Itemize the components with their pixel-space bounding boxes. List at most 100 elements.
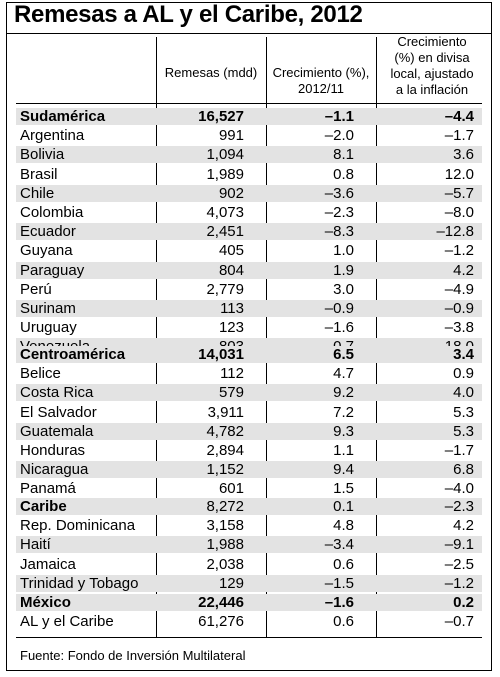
row-crecimiento: –2.3 (324, 204, 354, 221)
table-row: Brasil 1,989 0.8 12.0 (16, 166, 482, 183)
row-name: Guatemala (20, 423, 94, 440)
row-crecimiento: –3.6 (324, 185, 354, 202)
row-ajustado: –2.3 (444, 498, 474, 515)
table-row: Caribe 8,272 0.1 –2.3 (16, 498, 482, 515)
row-remesas: 113 (220, 300, 244, 317)
row-crecimiento: 4.7 (333, 365, 354, 382)
row-name: Centroamérica (20, 346, 126, 363)
table-row: Costa Rica 579 9.2 4.0 (16, 384, 482, 401)
table-row: Haití 1,988 –3.4 –9.1 (16, 536, 482, 553)
row-remesas: 2,894 (206, 442, 244, 459)
row-ajustado: 4.0 (453, 384, 474, 401)
row-name: Guyana (20, 242, 73, 259)
row-crecimiento: 7.2 (333, 404, 354, 421)
row-ajustado: 0.9 (453, 365, 474, 382)
row-name: Nicaragua (20, 461, 89, 478)
header-ajustado-line3: local, ajustado (390, 66, 474, 81)
row-crecimiento: 6.5 (333, 346, 354, 363)
row-ajustado: 5.3 (453, 404, 474, 421)
row-ajustado: 6.8 (453, 461, 474, 478)
row-remesas: 3,158 (206, 517, 244, 534)
table-row: Perú 2,779 3.0 –4.9 (16, 281, 482, 298)
row-name: El Salvador (20, 404, 97, 421)
row-crecimiento: –1.6 (324, 319, 354, 336)
table-row: Panamá 601 1.5 –4.0 (16, 480, 482, 497)
row-crecimiento: –2.0 (324, 127, 354, 144)
table-row: Centroamérica 14,031 6.5 3.4 (16, 346, 482, 363)
row-name: Perú (20, 281, 52, 298)
row-crecimiento: 8.1 (333, 146, 354, 163)
row-crecimiento: 0.6 (333, 556, 354, 573)
row-remesas: 4,073 (206, 204, 244, 221)
row-remesas: 1,094 (206, 146, 244, 163)
column-divider-1 (156, 37, 157, 637)
row-name: Bolivia (20, 146, 65, 163)
row-ajustado: –0.9 (444, 300, 474, 317)
table-row: Guatemala 4,782 9.3 5.3 (16, 423, 482, 440)
row-remesas: 61,276 (198, 613, 244, 630)
row-ajustado: –4.4 (444, 108, 474, 125)
table-row: Bolivia 1,094 8.1 3.6 (16, 146, 482, 163)
row-name: Panamá (20, 480, 76, 497)
row-name: Honduras (20, 442, 86, 459)
row-ajustado: –4.9 (444, 281, 474, 298)
row-ajustado: –1.7 (444, 127, 474, 144)
row-ajustado: –2.5 (444, 556, 474, 573)
column-divider-2 (266, 37, 267, 637)
row-crecimiento: 9.4 (333, 461, 354, 478)
source-note: Fuente: Fondo de Inversión Multilateral (20, 648, 246, 663)
row-remesas: 601 (218, 480, 244, 497)
row-crecimiento: –0.9 (324, 300, 354, 317)
row-remesas: 8,272 (206, 498, 244, 515)
table-row: Rep. Dominicana 3,158 4.8 4.2 (16, 517, 482, 534)
table-row: Jamaica 2,038 0.6 –2.5 (16, 556, 482, 573)
header-crecimiento: Crecimiento (%), 2012/11 (268, 65, 374, 97)
row-ajustado: 5.3 (453, 423, 474, 440)
row-remesas: 579 (218, 384, 244, 401)
row-name: Ecuador (20, 223, 76, 240)
table-row: Surinam 113 –0.9 –0.9 (16, 300, 482, 317)
row-remesas: 991 (218, 127, 244, 144)
table-row: Colombia 4,073 –2.3 –8.0 (16, 204, 482, 221)
row-crecimiento: –1.1 (324, 108, 354, 125)
row-name: Chile (20, 185, 55, 202)
table-row: Trinidad y Tobago 129 –1.5 –1.2 (16, 575, 482, 592)
row-crecimiento: –1.6 (324, 594, 354, 611)
header-remesas-label: Remesas (mdd) (164, 65, 258, 80)
row-crecimiento: 3.0 (333, 281, 354, 298)
header-ajustado: Crecimiento (%) en divisa local, ajustad… (378, 34, 486, 98)
row-ajustado: 3.6 (453, 146, 474, 163)
header-ajustado-line2: (%) en divisa (394, 50, 470, 65)
row-crecimiento: –3.4 (324, 536, 354, 553)
row-crecimiento: 9.2 (333, 384, 354, 401)
row-remesas: 1,989 (206, 166, 244, 183)
table-row: El Salvador 3,911 7.2 5.3 (16, 404, 482, 421)
row-name: Surinam (20, 300, 76, 317)
row-crecimiento: 0.6 (333, 613, 354, 630)
table-frame (6, 2, 492, 671)
row-name: AL y el Caribe (20, 613, 114, 630)
row-ajustado: –3.8 (444, 319, 474, 336)
row-ajustado: –1.7 (444, 442, 474, 459)
row-ajustado: –0.7 (444, 613, 474, 630)
row-crecimiento: –8.3 (324, 223, 354, 240)
table-row: Argentina 991 –2.0 –1.7 (16, 127, 482, 144)
row-remesas: 123 (218, 319, 244, 336)
row-crecimiento: 0.1 (333, 498, 354, 515)
row-remesas: 22,446 (198, 594, 244, 611)
table-row: Nicaragua 1,152 9.4 6.8 (16, 461, 482, 478)
table-row: Chile 902 –3.6 –5.7 (16, 185, 482, 202)
row-crecimiento: 1.0 (333, 242, 354, 259)
row-name: México (20, 594, 71, 611)
row-remesas: 1,152 (206, 461, 244, 478)
row-remesas: 14,031 (198, 346, 244, 363)
row-crecimiento: 1.5 (333, 480, 354, 497)
header-crecimiento-line2: 2012/11 (297, 81, 345, 96)
table-bottom-divider (16, 637, 482, 638)
row-ajustado: 4.2 (453, 517, 474, 534)
row-remesas: 804 (218, 262, 244, 279)
header-crecimiento-line1: Crecimiento (%), (272, 65, 370, 80)
row-remesas: 112 (220, 365, 244, 382)
row-crecimiento: 1.9 (333, 262, 354, 279)
row-name: Paraguay (20, 262, 85, 279)
